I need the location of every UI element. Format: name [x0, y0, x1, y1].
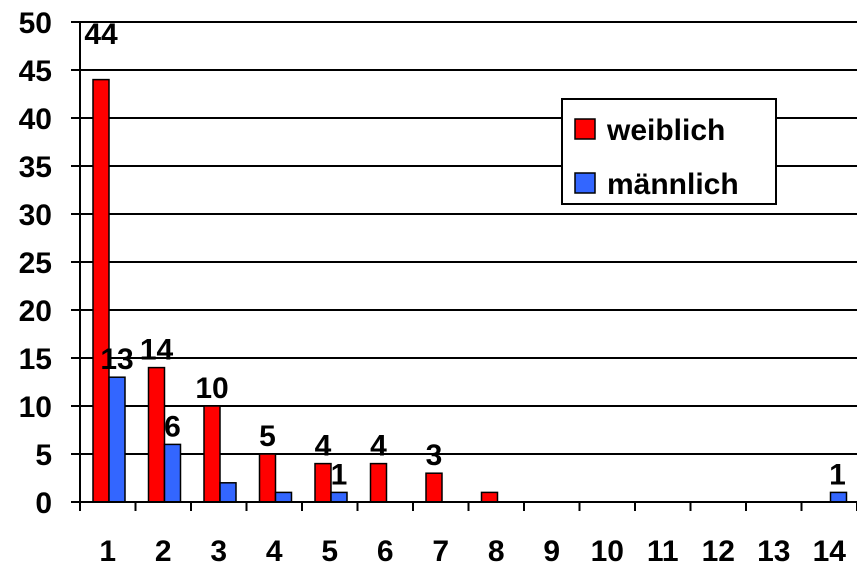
x-tick-label: 4: [266, 535, 283, 568]
x-tick-label: 11: [647, 535, 679, 568]
x-tick-label: 13: [757, 535, 790, 568]
y-tick-label: 5: [35, 439, 52, 472]
y-tick-label: 0: [35, 487, 52, 520]
bar-weiblich-5: [314, 462, 332, 503]
legend-swatch-maennlich: [574, 172, 596, 194]
x-tick-label: 5: [321, 535, 338, 568]
y-tick-labels: 0 5 10 15 20 25 30 35 40 45 50: [19, 7, 52, 520]
data-label-weiblich-6: 4: [370, 430, 387, 463]
y-tick-label: 10: [19, 391, 52, 424]
x-tick-labels: 1 2 3 4 5 6 7 8 9 10 11 12 13 14: [99, 535, 846, 568]
bar-maennlich-1: [108, 376, 126, 503]
bar-weiblich-1: [92, 78, 110, 503]
x-tick-label: 3: [210, 535, 227, 568]
bar-maennlich-2: [163, 443, 182, 503]
bar-weiblich-6: [369, 462, 388, 503]
x-tick-label: 12: [702, 535, 735, 568]
y-tick-label: 40: [19, 103, 52, 136]
bar-weiblich-2: [147, 366, 166, 503]
bar-weiblich-8: [480, 491, 499, 503]
bar-maennlich-4: [274, 491, 293, 503]
bars: [92, 78, 848, 503]
y-tick-label: 30: [19, 199, 52, 232]
bar-weiblich-3: [203, 405, 221, 503]
bar-weiblich-4: [258, 453, 277, 503]
data-label-weiblich-4: 5: [259, 420, 276, 453]
x-tick-label: 8: [488, 535, 505, 568]
x-tick-label: 14: [813, 535, 847, 568]
x-tick-label: 6: [377, 535, 394, 568]
x-tick-label: 10: [591, 535, 624, 568]
bar-maennlich-5: [330, 491, 348, 503]
bar-maennlich-3: [219, 482, 237, 503]
legend-label-maennlich: männlich: [607, 168, 739, 201]
x-tick-label: 2: [155, 535, 172, 568]
x-tick-label: 1: [99, 535, 116, 568]
x-tick-label: 7: [432, 535, 449, 568]
axes: [71, 21, 857, 511]
legend-box: [561, 98, 777, 205]
legend: weiblich männlich: [561, 98, 777, 205]
data-label-maennlich-14: 1: [829, 458, 846, 491]
data-label-maennlich-5: 1: [331, 458, 348, 491]
data-label-maennlich-2: 6: [164, 410, 181, 443]
bar-maennlich-14: [829, 491, 848, 503]
y-tick-label: 50: [19, 7, 52, 40]
data-label-weiblich-7: 3: [426, 439, 443, 472]
y-tick-label: 25: [19, 247, 52, 280]
bar-weiblich-7: [425, 472, 443, 503]
legend-swatch-weiblich: [574, 118, 596, 140]
data-label-weiblich-3: 10: [195, 372, 228, 405]
y-tick-label: 15: [19, 343, 52, 376]
x-tick-label: 9: [543, 535, 560, 568]
data-label-weiblich-2: 14: [140, 334, 174, 367]
data-label-weiblich-5: 4: [315, 430, 332, 463]
legend-label-weiblich: weiblich: [606, 114, 725, 147]
data-label-weiblich-1: 44: [84, 18, 118, 51]
y-tick-label: 35: [19, 151, 52, 184]
y-tick-label: 20: [19, 295, 52, 328]
data-label-maennlich-1: 13: [100, 343, 133, 376]
y-tick-label: 45: [19, 55, 52, 88]
